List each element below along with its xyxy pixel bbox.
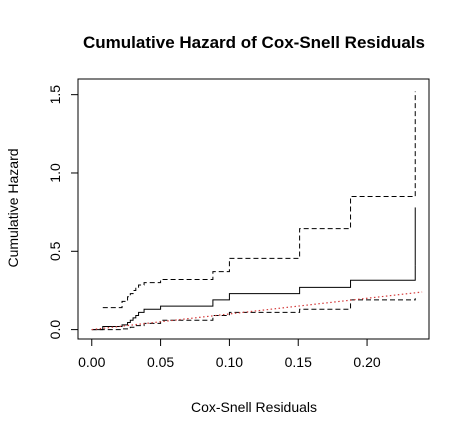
y-tick-label: 1.0 — [47, 163, 63, 183]
x-axis: 0.00 0.05 0.10 0.15 0.20 — [78, 338, 381, 370]
series-line-4 — [91, 298, 416, 331]
y-tick-label: 0.0 — [47, 320, 63, 340]
x-tick-label: 0.00 — [78, 354, 105, 370]
x-tick-label: 0.20 — [353, 354, 380, 370]
series-layer — [91, 91, 423, 331]
chart-title: Cumulative Hazard of Cox-Snell Residuals — [83, 33, 425, 52]
y-axis-label: Cumulative Hazard — [5, 148, 21, 267]
x-axis-label: Cox-Snell Residuals — [191, 399, 317, 415]
y-axis: 0.0 0.5 1.0 1.5 — [47, 85, 79, 340]
y-tick-label: 0.5 — [47, 241, 63, 261]
series-line-5 — [91, 291, 423, 331]
x-tick-label: 0.05 — [147, 354, 174, 370]
x-tick-label: 0.10 — [216, 354, 243, 370]
y-tick-label: 1.5 — [47, 85, 63, 105]
series-line-1 — [91, 265, 416, 331]
series-line-3 — [102, 91, 416, 309]
x-tick-label: 0.15 — [285, 354, 312, 370]
